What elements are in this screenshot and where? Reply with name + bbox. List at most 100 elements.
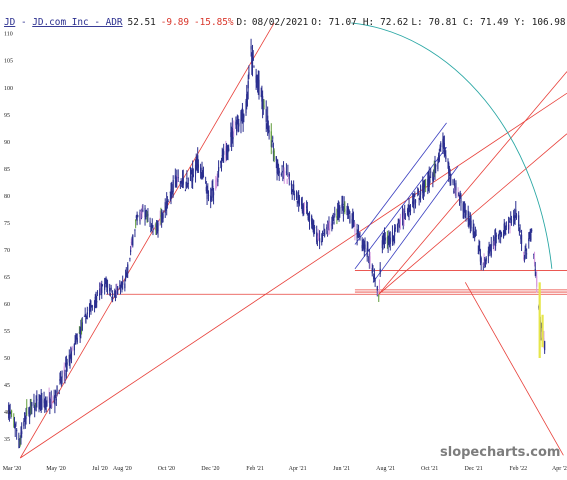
candle-body: [312, 226, 314, 229]
candle-body: [484, 259, 486, 261]
candle-body: [368, 253, 370, 262]
y-tick-label: 70: [4, 248, 10, 254]
candle-body: [531, 229, 533, 232]
candle-body: [332, 218, 334, 219]
candle-body: [272, 150, 275, 154]
candle-body: [393, 238, 395, 242]
candle-body: [391, 232, 394, 242]
candle-body: [414, 193, 416, 196]
candle-body: [89, 303, 91, 307]
candle-body: [174, 175, 176, 179]
candle-body: [452, 179, 454, 184]
candle-body: [61, 376, 63, 378]
candle-body: [271, 143, 273, 148]
candle-body: [510, 217, 512, 221]
candle-body: [187, 183, 189, 184]
candle-body: [205, 182, 207, 184]
candle-body: [341, 203, 343, 208]
candle-body: [430, 171, 432, 173]
y-tick-label: 65: [4, 275, 10, 281]
candle-body: [376, 286, 378, 291]
highlighted-bar: [538, 282, 541, 359]
candle-body: [356, 229, 358, 239]
candle-body: [149, 221, 151, 227]
candle-body: [116, 289, 118, 292]
candle-body: [96, 292, 99, 294]
candle-body: [520, 235, 522, 240]
candle-body: [357, 229, 359, 232]
candle-body: [167, 201, 169, 203]
candle-body: [236, 115, 238, 122]
candle-body: [273, 150, 275, 160]
candle-body: [55, 399, 57, 401]
candle-body: [250, 46, 252, 50]
candle-body: [499, 229, 501, 234]
candle-body: [480, 258, 482, 263]
header-date-label: D:: [237, 17, 248, 28]
candle-body: [170, 189, 172, 198]
candle-body: [225, 146, 227, 159]
candle-body: [285, 171, 288, 173]
candle-body: [124, 283, 126, 289]
candle-body: [308, 212, 311, 222]
candle-body: [212, 185, 214, 198]
candle-body: [56, 385, 58, 393]
candle-body: [23, 421, 25, 427]
y-tick-label: 100: [4, 86, 13, 92]
candle-body: [176, 175, 179, 180]
candle-body: [515, 209, 517, 215]
candle-body: [398, 222, 400, 228]
candle-body: [396, 224, 399, 232]
candle-body: [251, 53, 254, 67]
candle-body: [433, 169, 435, 174]
candle-body: [383, 239, 385, 244]
candle-body: [388, 237, 390, 244]
candle-body: [361, 244, 363, 249]
candle-body: [122, 281, 124, 285]
candle-body: [49, 405, 52, 408]
header-close-label: C:: [463, 17, 474, 28]
candle-body: [347, 211, 349, 215]
candle-body: [237, 119, 239, 126]
y-tick-label: 35: [4, 437, 10, 443]
candle-body: [533, 258, 536, 264]
candle-body: [425, 183, 427, 185]
y-tick-label: 80: [4, 194, 10, 200]
candle-body: [34, 403, 37, 407]
candle-body: [134, 230, 136, 231]
candle-body: [287, 173, 289, 175]
candle-body: [59, 379, 61, 381]
candle-body: [13, 418, 15, 420]
candle-body: [151, 225, 153, 227]
candle-body: [240, 111, 242, 124]
candle-body: [119, 285, 122, 289]
candle-body: [394, 227, 396, 229]
candle-body: [504, 228, 506, 233]
candle-body: [228, 148, 230, 151]
candle-body: [68, 354, 70, 363]
candle-body: [86, 315, 88, 319]
header-symbol[interactable]: JD: [4, 17, 16, 28]
header-company-name[interactable]: JD.com Inc - ADR: [32, 17, 123, 28]
candle-body: [252, 57, 254, 61]
candle-body: [417, 187, 419, 189]
candles: [8, 38, 546, 449]
candle-body: [114, 290, 116, 297]
candle-body: [412, 199, 414, 206]
candle-body: [211, 187, 213, 190]
candle-body: [78, 332, 81, 333]
candle-body: [111, 296, 113, 298]
candle-body: [71, 347, 73, 350]
candle-body: [180, 181, 182, 183]
candle-body: [293, 194, 295, 195]
candle-body: [427, 179, 429, 187]
candle-body: [409, 209, 412, 212]
candle-body: [262, 107, 264, 110]
candle-body: [397, 222, 399, 224]
candle-body: [458, 192, 460, 197]
candle-body: [543, 338, 545, 342]
candle-body: [74, 340, 76, 344]
candle-body: [535, 271, 537, 276]
candle-body: [329, 222, 331, 229]
candle-body: [497, 235, 500, 237]
